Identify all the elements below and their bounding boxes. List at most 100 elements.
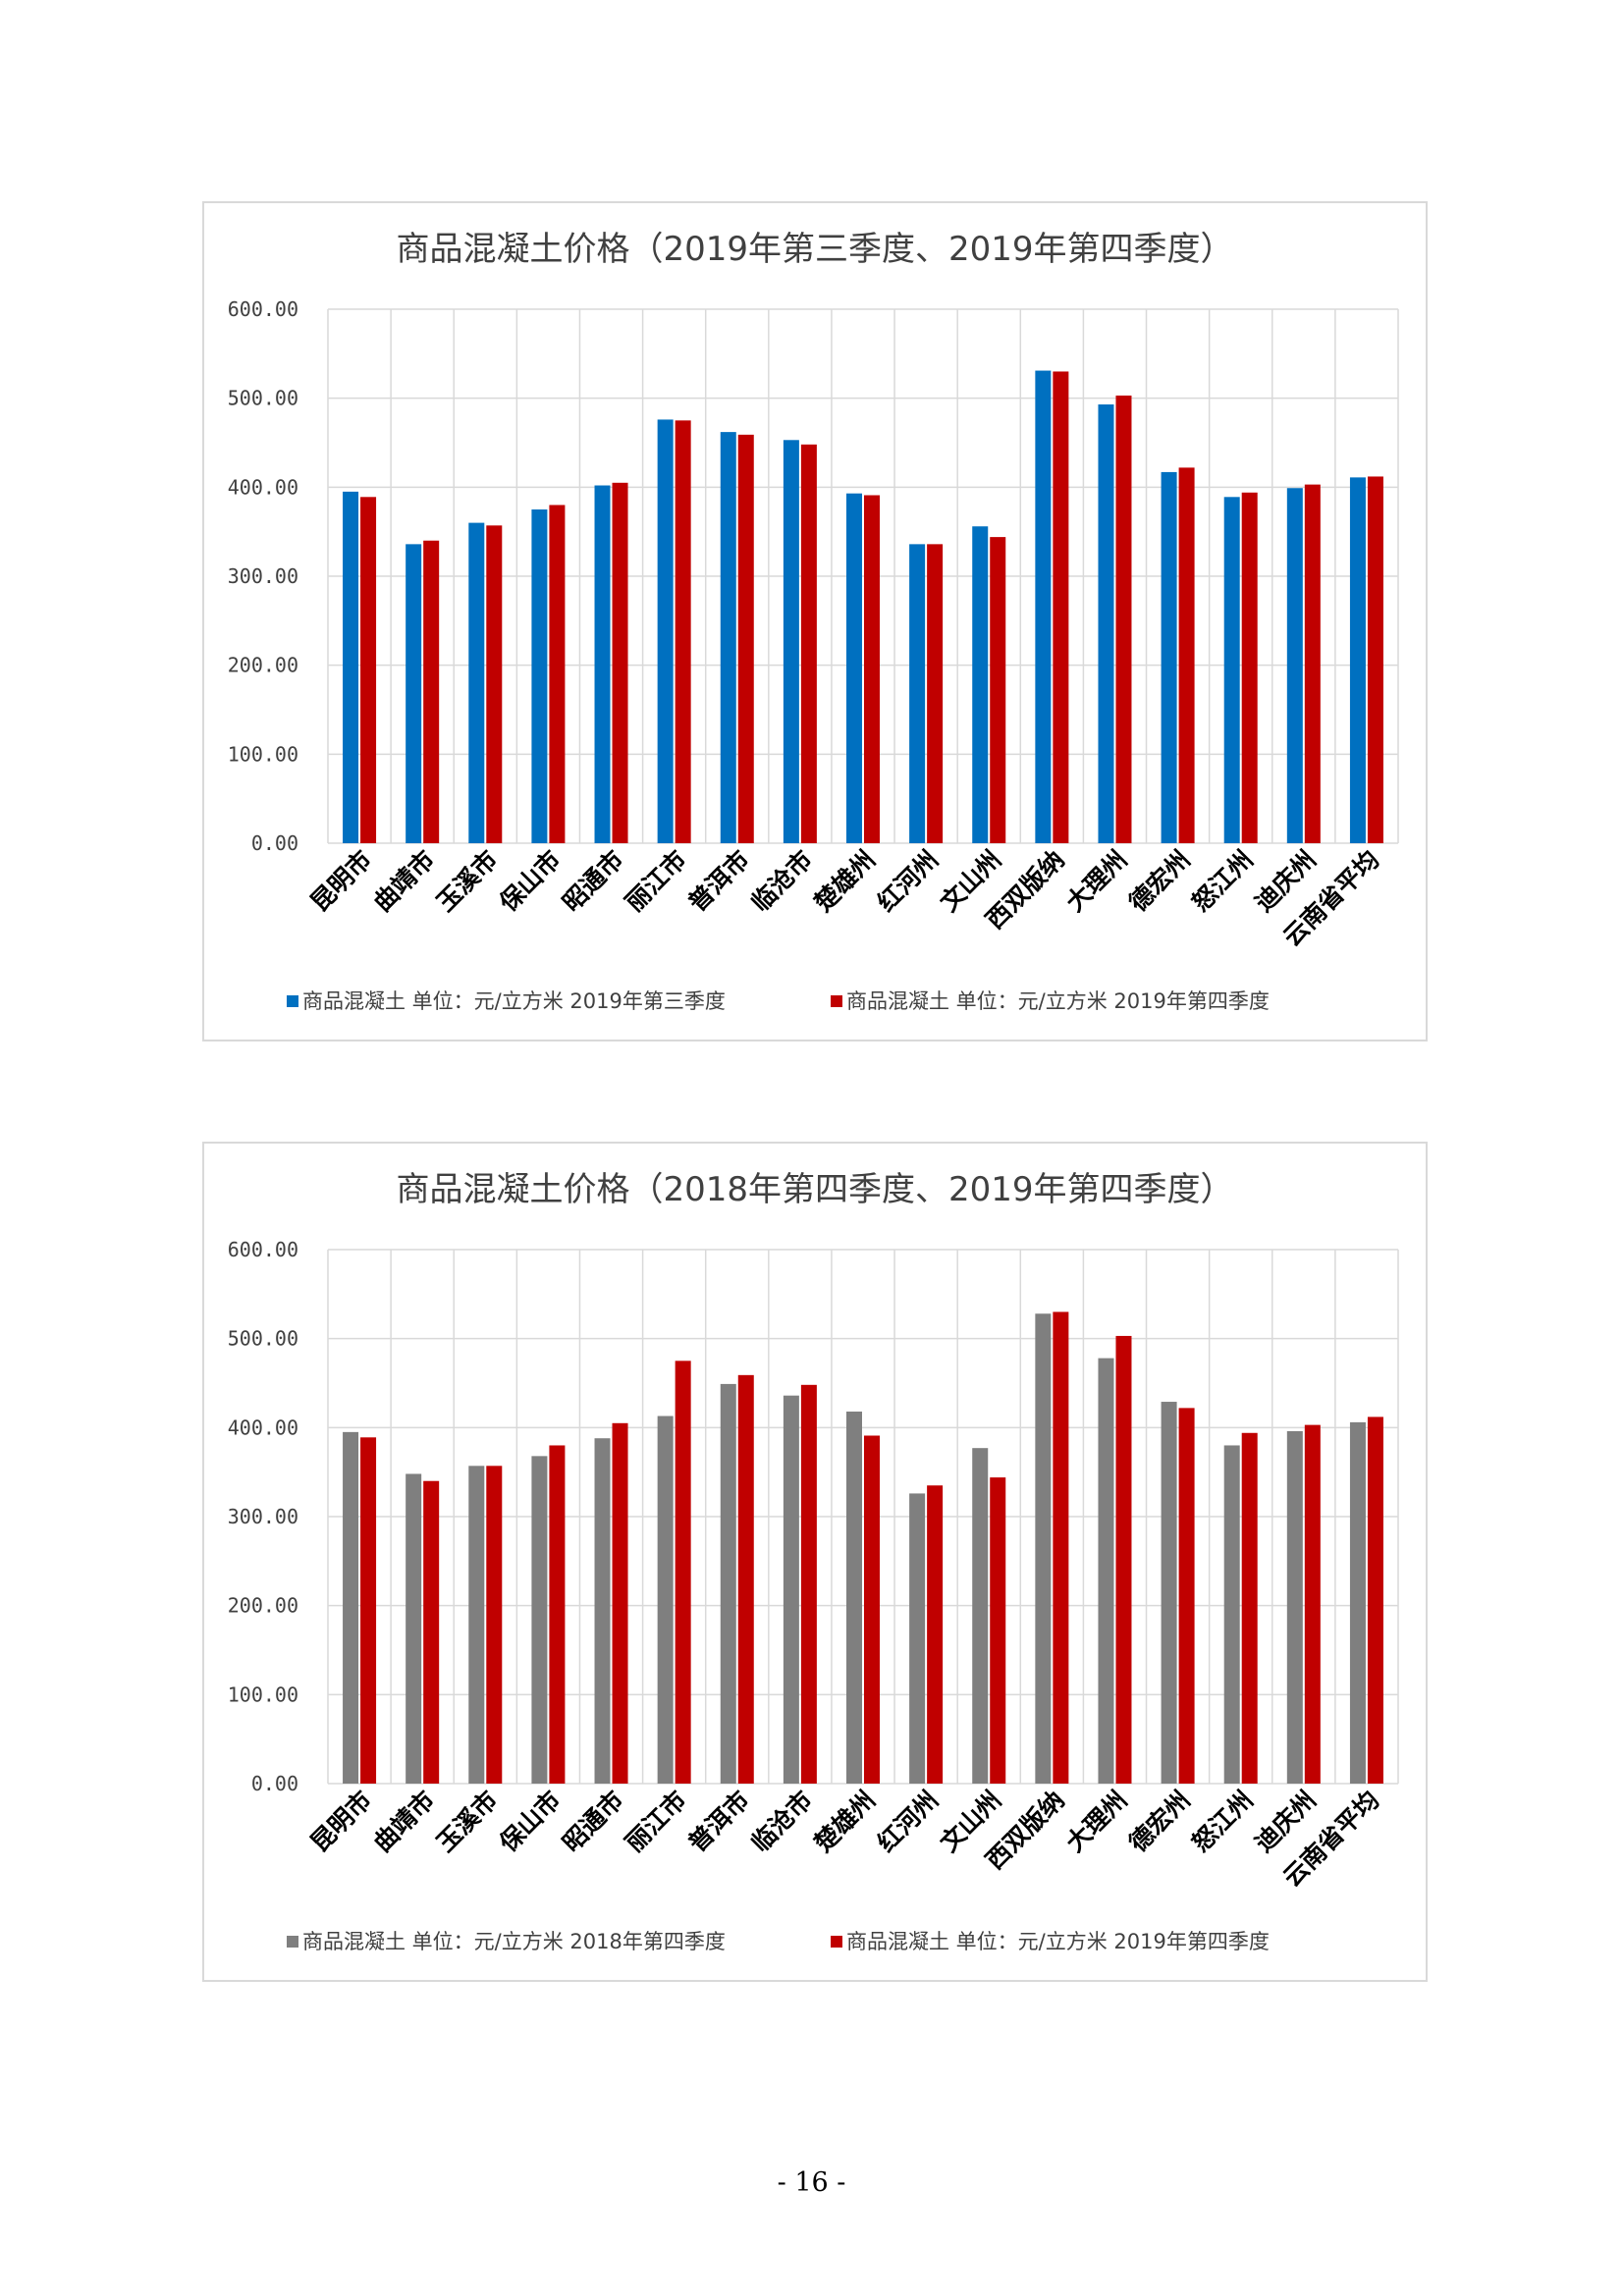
bar-series-1-14 [1161,471,1177,843]
x-tick-label: 丽江市 [620,845,692,918]
x-tick-label: 临沧市 [746,845,819,918]
bar-series-2-7 [737,434,754,843]
bar-series-1-5 [594,485,611,843]
bar-series-1-17 [1349,477,1366,843]
bar-series-1-13 [1098,1358,1114,1784]
bar-series-2-13 [1115,395,1132,843]
legend-label-1: 商品混凝土 单位：元/立方米 2019年第三季度 [302,989,726,1013]
chart-title: 商品混凝土价格（2018年第四季度、2019年第四季度） [396,1170,1233,1209]
bar-series-1-17 [1349,1421,1366,1784]
bar-series-1-4 [531,509,548,843]
bar-series-1-9 [846,493,862,843]
bar-series-1-7 [720,432,736,843]
x-tick-label: 大理州 [1060,1786,1133,1858]
y-tick-label: 600.00 [228,297,298,321]
y-tick-label: 200.00 [228,654,298,677]
bar-series-1-8 [783,1395,799,1784]
bar-series-2-2 [423,1480,440,1784]
bar-series-2-12 [1053,1311,1069,1784]
legend-swatch-2 [831,1936,842,1948]
bar-chart-1: 商品混凝土价格（2019年第三季度、2019年第四季度） 0.00 100.00 20… [228,230,1399,1013]
x-tick-label: 普洱市 [682,845,755,918]
bar-series-2-1 [360,1437,377,1784]
bar-series-1-4 [531,1456,548,1784]
bar-series-1-7 [720,1383,736,1784]
x-tick-label: 红河州 [872,1786,945,1858]
bar-series-2-15 [1241,1432,1258,1784]
x-tick-label: 楚雄州 [809,845,882,918]
y-tick-label: 100.00 [228,742,298,766]
bar-series-1-11 [972,1448,989,1784]
y-tick-label: 600.00 [228,1238,298,1261]
bar-series-2-8 [800,1384,817,1784]
bar-series-2-5 [612,482,628,843]
x-tick-label: 丽江市 [620,1786,692,1858]
bar-series-1-3 [468,522,485,843]
bar-series-1-6 [657,1415,674,1784]
bar-series-2-4 [549,505,566,843]
bar-series-1-9 [846,1412,862,1784]
y-tick-label: 500.00 [228,387,298,410]
y-tick-label: 300.00 [228,1505,298,1528]
bar-series-1-12 [1035,1313,1052,1784]
x-tick-label: 楚雄州 [809,1786,882,1858]
bar-series-2-17 [1367,1416,1383,1784]
bar-series-1-5 [594,1438,611,1784]
y-tick-label: 400.00 [228,1415,298,1439]
bar-series-2-3 [486,525,503,843]
x-tick-label: 曲靖市 [368,845,441,918]
bar-series-1-11 [972,526,989,843]
x-tick-label: 曲靖市 [368,1786,441,1858]
bar-series-2-13 [1115,1335,1132,1784]
bar-series-1-2 [406,1473,422,1784]
bar-series-2-3 [486,1466,503,1784]
bar-series-2-14 [1178,1408,1195,1784]
bar-series-2-9 [864,495,880,843]
x-tick-label: 保山市 [493,1786,566,1858]
bar-series-2-16 [1304,1424,1321,1784]
x-tick-label: 玉溪市 [431,845,504,918]
x-tick-label: 昆明市 [305,845,378,918]
bar-series-1-15 [1223,497,1240,843]
page-number: - 16 - [777,2167,846,2198]
bar-series-2-2 [423,540,440,843]
bar-series-2-17 [1367,476,1383,843]
bar-series-1-12 [1035,370,1052,843]
bar-series-2-9 [864,1435,880,1784]
bar-series-1-10 [909,544,926,843]
bar-series-2-11 [990,1477,1006,1784]
x-tick-label: 德宏州 [1123,1786,1196,1858]
bar-series-1-14 [1161,1402,1177,1784]
x-tick-label: 大理州 [1060,845,1133,918]
y-tick-label: 300.00 [228,564,298,588]
bar-chart-2: 商品混凝土价格（2018年第四季度、2019年第四季度） 0.00 100.00 20… [228,1170,1399,1953]
legend-swatch-1 [287,1936,298,1948]
bar-series-2-16 [1304,484,1321,843]
bar-series-1-3 [468,1466,485,1784]
y-tick-label: 100.00 [228,1682,298,1706]
bar-series-2-10 [927,544,944,843]
bar-series-1-1 [343,1431,359,1784]
y-tick-label: 0.00 [251,1772,298,1795]
chart-title: 商品混凝土价格（2019年第三季度、2019年第四季度） [396,230,1233,269]
x-tick-label: 昭通市 [557,845,629,918]
chart-panel-1: 商品混凝土价格（2019年第三季度、2019年第四季度） 0.00 100.00 20… [202,201,1428,1041]
bar-series-1-16 [1286,1430,1303,1784]
bar-series-2-8 [800,444,817,843]
legend-label-1: 商品混凝土 单位：元/立方米 2018年第四季度 [302,1930,726,1953]
bar-series-2-11 [990,537,1006,843]
bar-series-1-15 [1223,1445,1240,1784]
bar-series-2-4 [549,1445,566,1784]
x-tick-label: 怒江州 [1186,1786,1259,1858]
x-tick-label: 德宏州 [1123,845,1196,918]
legend-swatch-1 [287,995,298,1007]
x-tick-label: 普洱市 [682,1786,755,1858]
bar-series-2-12 [1053,371,1069,843]
bar-series-2-14 [1178,467,1195,843]
bar-series-1-6 [657,419,674,843]
bar-series-1-16 [1286,488,1303,843]
bar-series-1-8 [783,440,799,843]
legend-swatch-2 [831,995,842,1007]
y-tick-label: 400.00 [228,475,298,499]
legend-label-2: 商品混凝土 单位：元/立方米 2019年第四季度 [846,1930,1270,1953]
